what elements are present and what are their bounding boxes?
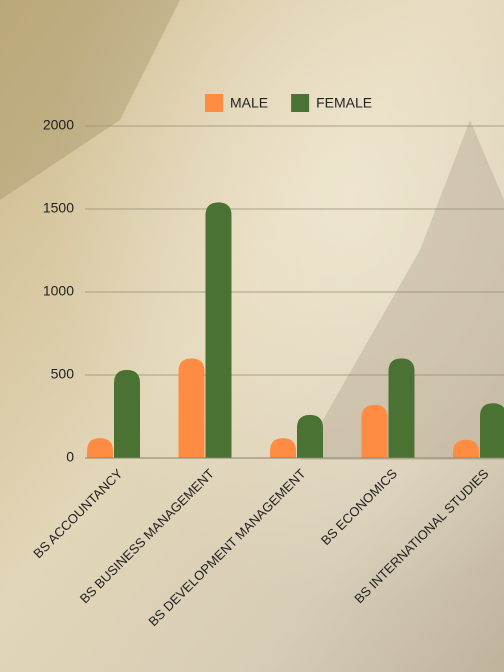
bar — [114, 370, 140, 458]
legend-label: FEMALE — [316, 95, 372, 111]
y-tick-label: 1000 — [43, 283, 74, 299]
bar — [453, 439, 479, 458]
y-tick-label: 0 — [66, 449, 74, 465]
bar — [297, 414, 323, 458]
bar — [361, 404, 388, 458]
legend-swatch — [291, 94, 310, 112]
y-tick-label: 500 — [51, 366, 75, 382]
legend-swatch — [205, 94, 223, 112]
legend-label: MALE — [230, 95, 268, 111]
bar — [178, 358, 205, 458]
bar — [480, 403, 504, 458]
y-tick-label: 1500 — [43, 200, 74, 216]
background-tree — [0, 0, 180, 200]
y-tick-label: 2000 — [43, 117, 74, 133]
bar — [388, 358, 415, 458]
bar — [270, 438, 296, 458]
bar — [205, 202, 232, 458]
bar — [87, 438, 113, 458]
